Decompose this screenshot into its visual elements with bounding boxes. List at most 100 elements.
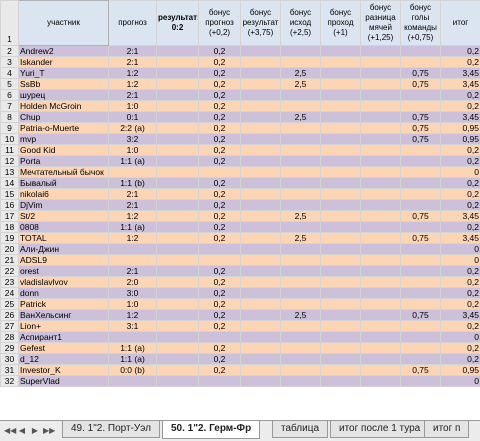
- cell-bonus-result[interactable]: [241, 277, 281, 288]
- cell-bonus-result[interactable]: [241, 178, 281, 189]
- cell-participant[interactable]: nikolai6: [19, 189, 109, 200]
- cell-bonus-goal-diff[interactable]: [361, 255, 401, 266]
- row-number[interactable]: 24: [1, 288, 19, 299]
- cell-participant[interactable]: d_12: [19, 354, 109, 365]
- cell-bonus-team-goals[interactable]: [401, 343, 441, 354]
- cell-bonus-goal-diff[interactable]: [361, 321, 401, 332]
- cell-bonus-forecast[interactable]: 0,2: [199, 211, 241, 222]
- cell-bonus-outcome[interactable]: [281, 189, 321, 200]
- cell-forecast[interactable]: 1:2: [109, 233, 157, 244]
- cell-forecast[interactable]: 1:1 (a): [109, 222, 157, 233]
- cell-bonus-team-goals[interactable]: [401, 332, 441, 343]
- cell-forecast[interactable]: 1:2: [109, 211, 157, 222]
- row-number[interactable]: 32: [1, 376, 19, 387]
- cell-bonus-goal-diff[interactable]: [361, 233, 401, 244]
- cell-forecast[interactable]: 1:0: [109, 299, 157, 310]
- cell-bonus-goal-diff[interactable]: [361, 90, 401, 101]
- sheet-tab[interactable]: 50. 1"2. Герм-Фр: [162, 421, 260, 439]
- cell-bonus-team-goals[interactable]: 0,75: [401, 134, 441, 145]
- cell-bonus-result[interactable]: [241, 376, 281, 387]
- cell-bonus-result[interactable]: [241, 112, 281, 123]
- cell-bonus-forecast[interactable]: [199, 332, 241, 343]
- cell-bonus-team-goals[interactable]: [401, 266, 441, 277]
- cell-bonus-forecast[interactable]: 0,2: [199, 200, 241, 211]
- cell-bonus-team-goals[interactable]: 0,75: [401, 365, 441, 376]
- header-forecast[interactable]: прогноз: [109, 1, 157, 46]
- cell-bonus-pass[interactable]: [321, 200, 361, 211]
- cell-bonus-outcome[interactable]: [281, 222, 321, 233]
- cell-bonus-goal-diff[interactable]: [361, 156, 401, 167]
- cell-bonus-goal-diff[interactable]: [361, 288, 401, 299]
- cell-bonus-goal-diff[interactable]: [361, 68, 401, 79]
- cell-participant[interactable]: Patrick: [19, 299, 109, 310]
- row-number[interactable]: 1: [1, 1, 19, 46]
- cell-bonus-result[interactable]: [241, 266, 281, 277]
- cell-bonus-result[interactable]: [241, 343, 281, 354]
- row-number[interactable]: 27: [1, 321, 19, 332]
- cell-bonus-forecast[interactable]: 0,2: [199, 321, 241, 332]
- row-number[interactable]: 31: [1, 365, 19, 376]
- cell-forecast[interactable]: 3:2: [109, 134, 157, 145]
- cell-bonus-outcome[interactable]: 2,5: [281, 79, 321, 90]
- cell-bonus-pass[interactable]: [321, 101, 361, 112]
- first-sheet-button[interactable]: ◀◀: [4, 425, 14, 436]
- cell-forecast[interactable]: [109, 244, 157, 255]
- header-result[interactable]: результат: 0:2: [157, 1, 199, 46]
- cell-bonus-result[interactable]: [241, 310, 281, 321]
- cell-bonus-pass[interactable]: [321, 189, 361, 200]
- cell-bonus-goal-diff[interactable]: [361, 299, 401, 310]
- cell-bonus-goal-diff[interactable]: [361, 343, 401, 354]
- cell-bonus-result[interactable]: [241, 211, 281, 222]
- row-number[interactable]: 21: [1, 255, 19, 266]
- cell-result[interactable]: [157, 189, 199, 200]
- cell-bonus-team-goals[interactable]: [401, 200, 441, 211]
- cell-result[interactable]: [157, 90, 199, 101]
- row-number[interactable]: 13: [1, 167, 19, 178]
- cell-bonus-goal-diff[interactable]: [361, 222, 401, 233]
- cell-bonus-result[interactable]: [241, 354, 281, 365]
- cell-bonus-pass[interactable]: [321, 310, 361, 321]
- cell-bonus-result[interactable]: [241, 156, 281, 167]
- cell-bonus-forecast[interactable]: 0,2: [199, 266, 241, 277]
- sheet-tab[interactable]: итог после 1 тура: [330, 421, 429, 438]
- row-number[interactable]: 12: [1, 156, 19, 167]
- cell-result[interactable]: [157, 134, 199, 145]
- cell-bonus-goal-diff[interactable]: [361, 332, 401, 343]
- last-sheet-button[interactable]: ▶▶: [43, 425, 53, 436]
- cell-forecast[interactable]: 2:1: [109, 90, 157, 101]
- row-number[interactable]: 18: [1, 222, 19, 233]
- row-number[interactable]: 23: [1, 277, 19, 288]
- cell-participant[interactable]: vladislavlvov: [19, 277, 109, 288]
- cell-bonus-result[interactable]: [241, 233, 281, 244]
- cell-bonus-result[interactable]: [241, 299, 281, 310]
- cell-forecast[interactable]: 2:1: [109, 57, 157, 68]
- cell-participant[interactable]: mvp: [19, 134, 109, 145]
- cell-forecast[interactable]: 2:1: [109, 266, 157, 277]
- cell-bonus-pass[interactable]: [321, 321, 361, 332]
- cell-bonus-result[interactable]: [241, 134, 281, 145]
- cell-bonus-outcome[interactable]: [281, 288, 321, 299]
- cell-bonus-goal-diff[interactable]: [361, 354, 401, 365]
- row-number[interactable]: 3: [1, 57, 19, 68]
- cell-participant[interactable]: St/2: [19, 211, 109, 222]
- cell-bonus-outcome[interactable]: [281, 321, 321, 332]
- cell-result[interactable]: [157, 244, 199, 255]
- header-bonus-goal-diff[interactable]: бонус разница мячей (+1,25): [361, 1, 401, 46]
- cell-bonus-forecast[interactable]: 0,2: [199, 57, 241, 68]
- header-participant[interactable]: участник: [19, 1, 109, 46]
- cell-bonus-goal-diff[interactable]: [361, 101, 401, 112]
- cell-bonus-outcome[interactable]: [281, 156, 321, 167]
- cell-participant[interactable]: Chup: [19, 112, 109, 123]
- cell-bonus-result[interactable]: [241, 222, 281, 233]
- cell-forecast[interactable]: 3:1: [109, 321, 157, 332]
- row-number[interactable]: 9: [1, 123, 19, 134]
- cell-bonus-pass[interactable]: [321, 123, 361, 134]
- cell-participant[interactable]: donn: [19, 288, 109, 299]
- cell-bonus-team-goals[interactable]: 0,75: [401, 233, 441, 244]
- cell-total[interactable]: 3,45: [441, 79, 480, 90]
- cell-forecast[interactable]: 1:1 (a): [109, 354, 157, 365]
- cell-bonus-outcome[interactable]: [281, 266, 321, 277]
- cell-bonus-team-goals[interactable]: [401, 156, 441, 167]
- cell-total[interactable]: 0: [441, 255, 480, 266]
- cell-bonus-team-goals[interactable]: [401, 189, 441, 200]
